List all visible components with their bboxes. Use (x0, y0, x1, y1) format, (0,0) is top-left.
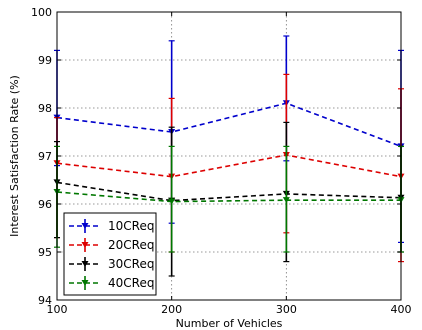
x-axis-label: Number of Vehicles (176, 317, 283, 330)
series-line (56, 191, 401, 203)
y-axis-label: Interest Satisfaction Rate (%) (8, 75, 21, 237)
series-line (56, 102, 402, 148)
legend-label: 10CReq (108, 219, 154, 233)
legend-item: 30CReq (69, 257, 154, 271)
x-tick-label: 100 (47, 303, 68, 316)
x-tick-label: 300 (276, 303, 297, 316)
legend-marker (81, 280, 89, 286)
series-line (56, 181, 402, 202)
ticks: 100 200 300 400 94 95 96 97 98 99 100 (31, 6, 412, 316)
legend-marker (81, 223, 89, 229)
series-10CReq (53, 35, 405, 243)
legend-item: 10CReq (69, 219, 154, 233)
legend: 10CReq 20CReq 30CReq 40CReq (63, 212, 157, 296)
y-tick-label: 96 (38, 198, 52, 211)
data-point (168, 198, 176, 205)
legend-marker (81, 261, 89, 267)
y-tick-label: 97 (38, 150, 52, 163)
data-point (282, 197, 290, 204)
legend-label: 30CReq (108, 257, 154, 271)
y-tick-label: 94 (38, 294, 52, 307)
y-tick-label: 95 (38, 246, 52, 259)
legend-item: 20CReq (69, 238, 154, 252)
legend-label: 40CReq (108, 276, 154, 290)
legend-label: 20CReq (108, 238, 154, 252)
y-tick-label: 98 (38, 102, 52, 115)
x-tick-label: 200 (161, 303, 182, 316)
y-tick-label: 100 (31, 6, 52, 19)
legend-item: 40CReq (69, 276, 154, 290)
series-line (56, 154, 402, 178)
x-tick-label: 400 (391, 303, 412, 316)
legend-marker (81, 242, 89, 248)
y-tick-label: 99 (38, 54, 52, 67)
